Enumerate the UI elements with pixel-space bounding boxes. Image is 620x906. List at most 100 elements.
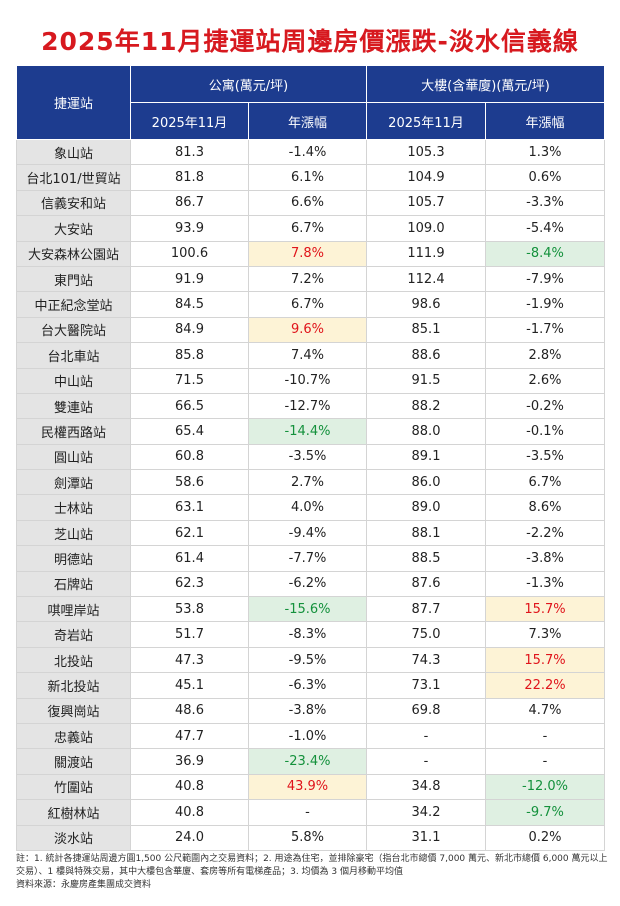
station-cell: 台北101/世貿站 <box>16 164 131 191</box>
notes: 註：1. 統計各捷運站周邊方圓1,500 公尺範圍內之交易資料；2. 用途為住宅… <box>16 853 608 892</box>
value-cell: 81.8 <box>130 164 249 191</box>
value-cell: 84.5 <box>130 291 249 318</box>
station-cell: 芝山站 <box>16 519 131 547</box>
value-cell: 15.7% <box>484 646 606 674</box>
station-cell: 復興崗站 <box>16 697 131 724</box>
table-row: 奇岩站 51.7 -8.3% 75.0 7.3% <box>16 621 606 648</box>
value-cell: -12.7% <box>248 392 367 420</box>
value-cell: - <box>248 799 367 826</box>
header-group: 公寓(萬元/坪) <box>130 65 367 103</box>
value-cell: 91.5 <box>366 367 486 394</box>
value-cell: 6.7% <box>484 469 606 496</box>
header-group: 大樓(含華廈)(萬元/坪) <box>365 65 606 103</box>
value-cell: 111.9 <box>366 240 486 267</box>
value-cell: -0.1% <box>484 418 606 445</box>
value-cell: 47.3 <box>130 646 249 674</box>
value-cell: -1.7% <box>484 316 606 344</box>
value-cell: - <box>366 722 486 750</box>
value-cell: 81.3 <box>130 138 249 166</box>
table-row: 石牌站 62.3 -6.2% 87.6 -1.3% <box>16 570 606 598</box>
value-cell: 4.7% <box>484 697 606 724</box>
station-cell: 信義安和站 <box>16 189 131 217</box>
station-cell: 忠義站 <box>16 722 131 750</box>
station-cell: 象山站 <box>16 138 131 166</box>
header-sub: 年漲幅 <box>484 102 606 140</box>
table-row: 芝山站 62.1 -9.4% 88.1 -2.2% <box>16 519 606 547</box>
table-row: 中山站 71.5 -10.7% 91.5 2.6% <box>16 367 606 394</box>
value-cell: 112.4 <box>366 265 486 293</box>
table-row: 竹圍站 40.8 43.9% 34.8 -12.0% <box>16 773 606 801</box>
value-cell: 9.6% <box>248 316 367 344</box>
station-cell: 中山站 <box>16 367 131 394</box>
table-row: 東門站 91.9 7.2% 112.4 -7.9% <box>16 265 606 293</box>
value-cell: 8.6% <box>484 494 606 521</box>
value-cell: 109.0 <box>366 215 486 242</box>
note-line: 註：1. 統計各捷運站周邊方圓1,500 公尺範圍內之交易資料；2. 用途為住宅… <box>16 854 608 877</box>
value-cell: -3.5% <box>248 443 367 471</box>
station-cell: 台大醫院站 <box>16 316 131 344</box>
value-cell: 47.7 <box>130 722 249 750</box>
header-sub: 年漲幅 <box>248 102 367 140</box>
value-cell: 51.7 <box>130 621 249 648</box>
table-row: 圓山站 60.8 -3.5% 89.1 -3.5% <box>16 443 606 471</box>
station-cell: 大安森林公園站 <box>16 240 131 267</box>
value-cell: 6.1% <box>248 164 367 191</box>
value-cell: 91.9 <box>130 265 249 293</box>
value-cell: 86.7 <box>130 189 249 217</box>
station-cell: 中正紀念堂站 <box>16 291 131 318</box>
value-cell: -12.0% <box>484 773 606 801</box>
value-cell: - <box>366 748 486 775</box>
value-cell: 88.0 <box>366 418 486 445</box>
value-cell: 4.0% <box>248 494 367 521</box>
value-cell: 89.1 <box>366 443 486 471</box>
table-row: 信義安和站 86.7 6.6% 105.7 -3.3% <box>16 189 606 217</box>
value-cell: 48.6 <box>130 697 249 724</box>
table-row: 雙連站 66.5 -12.7% 88.2 -0.2% <box>16 392 606 420</box>
value-cell: - <box>484 748 606 775</box>
value-cell: 34.8 <box>366 773 486 801</box>
station-cell: 石牌站 <box>16 570 131 598</box>
value-cell: 7.3% <box>484 621 606 648</box>
station-cell: 紅樹林站 <box>16 799 131 826</box>
value-cell: 84.9 <box>130 316 249 344</box>
value-cell: -9.7% <box>484 799 606 826</box>
table-row: 台大醫院站 84.9 9.6% 85.1 -1.7% <box>16 316 606 344</box>
value-cell: -1.0% <box>248 722 367 750</box>
value-cell: -1.4% <box>248 138 367 166</box>
value-cell: -6.3% <box>248 672 367 699</box>
value-cell: 74.3 <box>366 646 486 674</box>
value-cell: 88.1 <box>366 519 486 547</box>
value-cell: 40.8 <box>130 773 249 801</box>
table-row: 淡水站 24.0 5.8% 31.1 0.2% <box>16 824 606 851</box>
value-cell: 89.0 <box>366 494 486 521</box>
note-line: 資料來源：永慶房產集團成交資料 <box>16 880 152 890</box>
station-cell: 新北投站 <box>16 672 131 699</box>
value-cell: 40.8 <box>130 799 249 826</box>
value-cell: 85.1 <box>366 316 486 344</box>
station-cell: 唭哩岸站 <box>16 596 131 623</box>
table-row: 北投站 47.3 -9.5% 74.3 15.7% <box>16 646 606 674</box>
value-cell: 63.1 <box>130 494 249 521</box>
value-cell: - <box>484 722 606 750</box>
station-cell: 東門站 <box>16 265 131 293</box>
value-cell: 105.3 <box>366 138 486 166</box>
value-cell: 87.7 <box>366 596 486 623</box>
value-cell: -8.3% <box>248 621 367 648</box>
value-cell: 31.1 <box>366 824 486 851</box>
value-cell: 65.4 <box>130 418 249 445</box>
value-cell: 7.4% <box>248 342 367 369</box>
value-cell: 75.0 <box>366 621 486 648</box>
value-cell: -8.4% <box>484 240 606 267</box>
table-row: 劍潭站 58.6 2.7% 86.0 6.7% <box>16 469 606 496</box>
value-cell: 105.7 <box>366 189 486 217</box>
value-cell: 15.7% <box>484 596 606 623</box>
value-cell: 62.1 <box>130 519 249 547</box>
table-row: 台北101/世貿站 81.8 6.1% 104.9 0.6% <box>16 164 606 191</box>
value-cell: 45.1 <box>130 672 249 699</box>
table-row: 中正紀念堂站 84.5 6.7% 98.6 -1.9% <box>16 291 606 318</box>
table-row: 復興崗站 48.6 -3.8% 69.8 4.7% <box>16 697 606 724</box>
station-cell: 雙連站 <box>16 392 131 420</box>
table-row: 紅樹林站 40.8-34.2 -9.7% <box>16 799 606 826</box>
table-row: 大安站 93.9 6.7% 109.0 -5.4% <box>16 215 606 242</box>
value-cell: 88.2 <box>366 392 486 420</box>
